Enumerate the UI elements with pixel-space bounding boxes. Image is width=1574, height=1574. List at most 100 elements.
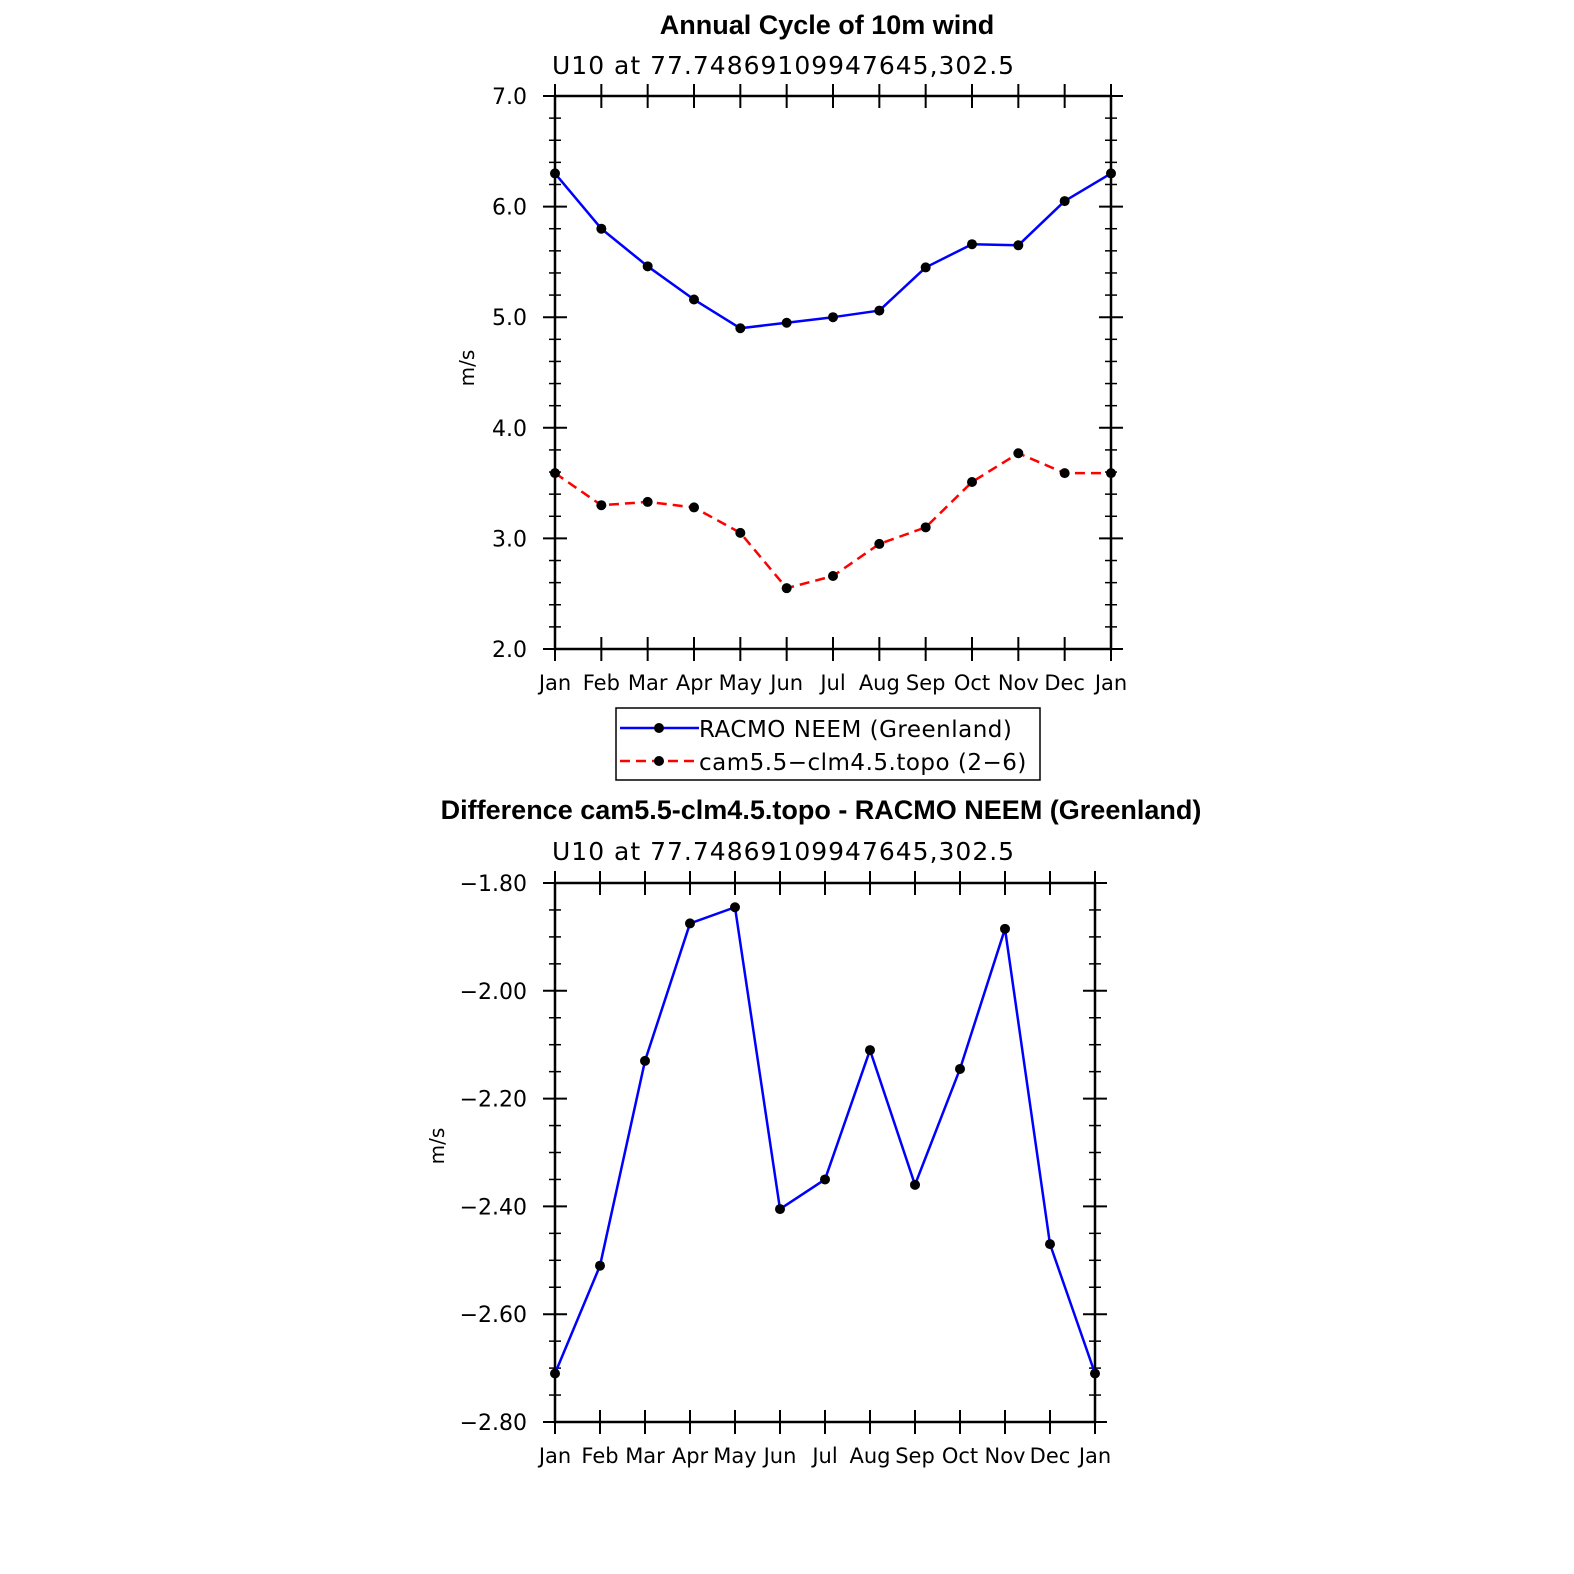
x-tick-label: Sep [906,671,946,695]
chart-subtitle: U10 at 77.74869109947645,302.5 [552,51,1015,80]
data-point [967,239,977,250]
data-point [1000,923,1010,934]
series-line [554,172,1112,330]
data-point [920,522,931,533]
data-point [820,1174,830,1185]
x-tick-labels: Jan Feb Mar Apr May Jun Jul Aug Sep Oct Nov Dec Jan [537,1444,1111,1468]
data-point [550,468,560,479]
data-point [1013,448,1024,459]
y-tick-label: 6.0 [492,196,527,221]
data-point [781,317,792,328]
legend-box [615,707,1041,781]
data-point [550,168,560,179]
data-point [1106,468,1116,479]
data-point [865,1045,875,1056]
x-tick-label: Jan [1077,1444,1111,1468]
x-tick-label: Jul [810,1444,837,1468]
data-point [1106,168,1116,179]
series-group [550,902,1100,1379]
x-tick-label: Apr [676,671,713,695]
data-point [685,918,695,929]
x-tick-label: Aug [849,1444,890,1468]
y-axis-label: m/s [455,350,479,387]
y-tick-label: 2.0 [492,638,527,663]
legend-label-cam: cam5.5−clm4.5.topo (2−6) [699,750,1027,776]
y-tick-label: −2.60 [460,1303,527,1328]
x-tick-label: Jan [537,671,571,695]
chart-subtitle: U10 at 77.74869109947645,302.5 [552,837,1015,866]
data-point [874,538,885,549]
x-tick-labels: Jan Feb Mar Apr May Jun Jul Aug Sep Oct Nov Dec Jan [537,671,1127,695]
data-point [550,1368,560,1379]
data-point [689,294,699,305]
legend: RACMO NEEM (Greenland) cam5.5−clm4.5.top… [615,707,1041,781]
x-tick-label: Aug [859,671,900,695]
series-group [550,168,1116,594]
data-point [967,476,977,487]
x-tick-label: Nov [998,671,1039,695]
y-axis-label: m/s [425,1128,449,1165]
y-tick-label: −2.40 [460,1195,527,1220]
data-point [735,527,746,538]
data-point [1090,1368,1100,1379]
series-line [554,451,1111,590]
x-tick-label: Nov [985,1444,1026,1468]
x-tick-label: Apr [672,1444,709,1468]
y-tick-labels: −2.80 −2.60 −2.40 −2.20 −2.00 −1.80 [460,872,527,1436]
axes-frame [553,94,1113,651]
data-point [596,500,607,511]
x-tick-label: Oct [954,671,990,695]
data-point [730,902,740,913]
y-tick-labels: 2.0 3.0 4.0 5.0 6.0 7.0 [492,85,527,663]
data-point [640,1055,650,1066]
plot-frame [553,94,1113,651]
y-tick-label: −1.80 [460,872,527,897]
difference-chart: Difference cam5.5-clm4.5.topo - RACMO NE… [425,795,1201,1468]
data-point [689,502,699,513]
x-tick-label: May [713,1444,756,1468]
x-tick-label: Dec [1030,1444,1071,1468]
data-point [874,305,885,316]
y-tick-label: −2.00 [460,980,527,1005]
x-tick-label: Jan [537,1444,571,1468]
y-tick-label: −2.80 [460,1411,527,1436]
series-line [553,906,1097,1374]
tick-marks [543,871,1107,1434]
data-point [1013,240,1024,251]
annual-cycle-chart: Annual Cycle of 10m wind U10 at 77.74869… [455,10,1127,781]
x-tick-label: Sep [895,1444,935,1468]
x-tick-label: Mar [625,1444,665,1468]
y-tick-label: 3.0 [492,527,527,552]
legend-marker-racmo [654,723,664,733]
plot-frame [553,881,1097,1424]
data-point [828,312,838,323]
y-tick-label: 5.0 [492,306,527,331]
data-point [1059,468,1070,479]
x-tick-label: Jul [818,671,845,695]
x-tick-label: Dec [1044,671,1085,695]
y-tick-label: −2.20 [460,1088,527,1113]
legend-label-racmo: RACMO NEEM (Greenland) [699,717,1012,743]
data-point [828,571,838,582]
x-tick-label: Jun [762,1444,797,1468]
legend-marker-cam [654,756,664,766]
x-tick-label: Feb [583,671,620,695]
data-point [920,262,931,273]
chart-title: Difference cam5.5-clm4.5.topo - RACMO NE… [441,795,1202,825]
data-point [596,223,607,234]
chart-title: Annual Cycle of 10m wind [660,10,995,40]
x-tick-label: Oct [942,1444,978,1468]
data-point [955,1063,965,1074]
data-point [642,496,653,507]
data-point [595,1260,605,1271]
data-point [735,323,746,334]
tick-marks [543,84,1123,661]
data-point [910,1179,920,1190]
x-tick-label: Jun [768,671,803,695]
data-point [642,261,653,272]
data-point [1059,196,1070,207]
y-tick-label: 4.0 [492,417,527,442]
x-tick-label: Feb [581,1444,618,1468]
data-point [781,583,792,594]
